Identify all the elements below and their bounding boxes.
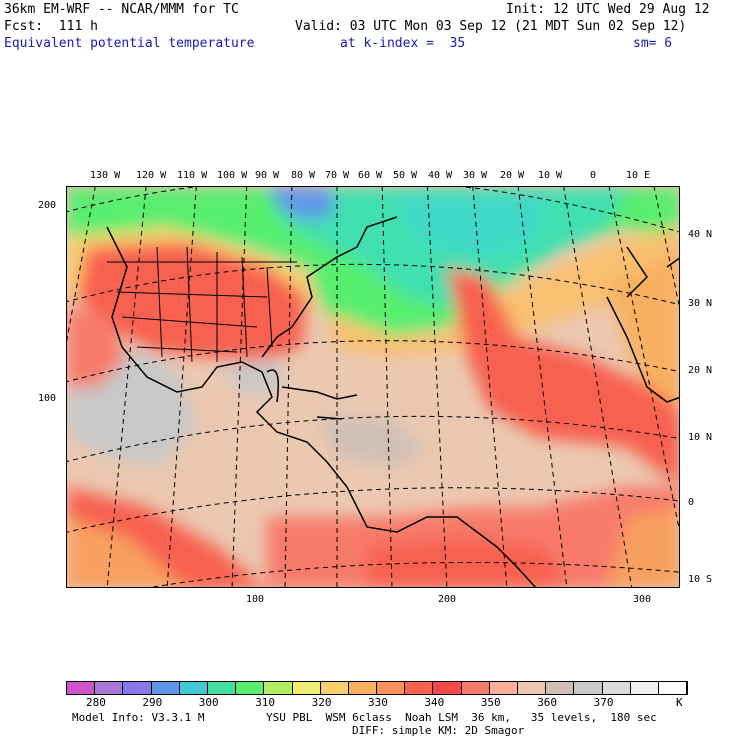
lon-label: 80 W: [291, 170, 316, 181]
lon-label: 120 W: [136, 170, 167, 181]
level-index: at k-index = 35: [340, 36, 466, 51]
model-info: Model Info: V3.3.1 M: [72, 711, 205, 724]
grid-x-label: 100: [246, 594, 265, 605]
field-name: Equivalent potential temperature: [4, 36, 255, 51]
color-scale-label: 330: [368, 696, 388, 709]
color-scale-cell: [489, 682, 518, 694]
theta-e-field-map: [67, 187, 679, 587]
lon-label: 70 W: [325, 170, 350, 181]
color-scale-label: 310: [255, 696, 276, 709]
grid-x-label: 300: [633, 594, 652, 605]
color-scale-label: 320: [311, 696, 332, 709]
color-scale-label: 340: [424, 696, 445, 709]
lon-label: 0: [590, 170, 597, 181]
color-scale-cell: [179, 682, 208, 694]
map-panel: [66, 186, 680, 588]
color-scale-unit: K: [676, 696, 683, 709]
color-scale-cell: [658, 682, 688, 694]
color-scale-cell: [292, 682, 321, 694]
lon-label: 10 E: [626, 170, 651, 181]
lat-label: 30 N: [688, 298, 713, 309]
lon-label: 110 W: [177, 170, 208, 181]
color-scale-cell: [433, 682, 462, 694]
color-scale-label: 280: [86, 696, 106, 709]
color-scale-cell: [236, 682, 265, 694]
color-scale-bar: [66, 681, 689, 695]
model-diffusion: DIFF: simple KM: 2D Smagor: [352, 724, 525, 737]
lat-label: 0: [688, 497, 695, 508]
lon-label: 40 W: [428, 170, 453, 181]
color-scale-label: 350: [480, 696, 501, 709]
model-title: 36km EM-WRF -- NCAR/MMM for TC: [4, 2, 239, 17]
valid-time: Valid: 03 UTC Mon 03 Sep 12 (21 MDT Sun …: [295, 19, 687, 34]
lon-label: 60 W: [358, 170, 383, 181]
model-physics: YSU PBL WSM 6class Noah LSM 36 km, 35 le…: [266, 711, 657, 724]
color-scale-label: 360: [537, 696, 558, 709]
grid-y-label: 100: [38, 393, 57, 404]
color-scale-cell: [518, 682, 547, 694]
lon-label: 130 W: [90, 170, 121, 181]
color-scale-cell: [95, 682, 124, 694]
color-scale-label: 300: [198, 696, 219, 709]
color-scale-label: 370: [593, 696, 614, 709]
color-scale-cell: [602, 682, 631, 694]
color-scale-cell: [207, 682, 237, 694]
color-scale-cell: [377, 682, 406, 694]
color-scale-cell: [405, 682, 434, 694]
grid-x-label: 200: [438, 594, 457, 605]
lon-label: 30 W: [463, 170, 488, 181]
color-scale-cell: [461, 682, 490, 694]
lat-label: 40 N: [688, 229, 713, 240]
color-scale-cell: [264, 682, 293, 694]
init-time: Init: 12 UTC Wed 29 Aug 12: [506, 2, 710, 17]
color-scale-cell: [574, 682, 603, 694]
lat-label: 10 N: [688, 432, 713, 443]
lon-label: 90 W: [255, 170, 280, 181]
color-scale-cell: [630, 682, 659, 694]
lat-label: 10 S: [688, 574, 713, 585]
color-scale-cell: [67, 682, 96, 694]
coastlines: [106, 216, 679, 587]
lon-label: 10 W: [538, 170, 563, 181]
political-borders: [107, 246, 297, 363]
graticule: [67, 187, 679, 587]
lon-label: 50 W: [393, 170, 418, 181]
color-scale-label: 290: [142, 696, 163, 709]
forecast-hour: Fcst: 111 h: [4, 19, 98, 34]
color-scale-cell: [151, 682, 180, 694]
color-scale-cell: [546, 682, 575, 694]
lon-label: 100 W: [217, 170, 248, 181]
grid-y-label: 200: [38, 200, 57, 211]
lat-label: 20 N: [688, 365, 713, 376]
lon-label: 20 W: [500, 170, 525, 181]
color-scale-cell: [348, 682, 378, 694]
color-scale-cell: [320, 682, 349, 694]
smoothing-label: sm= 6: [633, 36, 673, 51]
color-scale-cell: [123, 682, 152, 694]
